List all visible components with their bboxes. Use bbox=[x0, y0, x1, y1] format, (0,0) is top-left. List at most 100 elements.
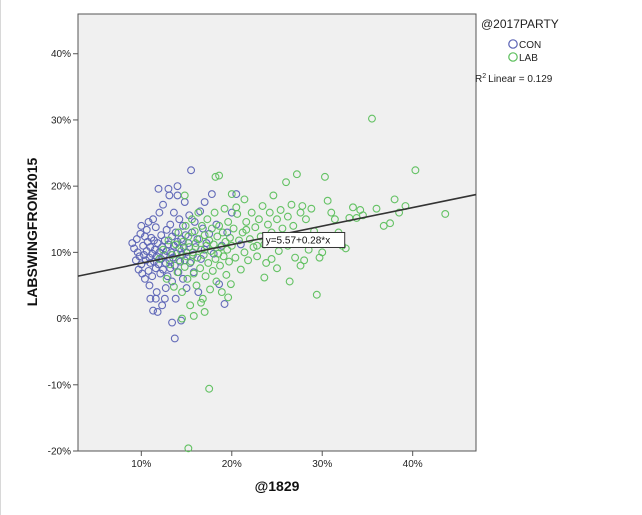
data-point-lab bbox=[178, 237, 187, 246]
data-point-con bbox=[153, 239, 162, 248]
data-point-con bbox=[128, 239, 137, 248]
y-tick-label: -20% bbox=[48, 447, 71, 458]
data-point-con bbox=[227, 208, 236, 217]
data-point-lab bbox=[205, 384, 214, 393]
fit-line-group: y=5.57+0.28*x bbox=[77, 193, 477, 277]
data-point-con bbox=[148, 249, 157, 258]
data-point-con bbox=[173, 182, 182, 191]
x-axis-title: @1829 bbox=[255, 478, 300, 494]
data-point-con bbox=[148, 272, 157, 281]
data-point-lab bbox=[207, 224, 216, 233]
data-point-lab bbox=[178, 288, 186, 297]
x-axis: 10% 20% 30% 40% bbox=[131, 451, 423, 470]
data-point-lab bbox=[201, 272, 210, 281]
legend-label-lab: LAB bbox=[519, 53, 538, 64]
data-point-lab bbox=[208, 266, 217, 275]
data-point-con bbox=[155, 208, 164, 217]
data-point-lab bbox=[285, 277, 294, 286]
data-point-lab bbox=[253, 241, 262, 250]
data-point-lab bbox=[251, 223, 260, 232]
equation-label: y=5.57+0.28*x bbox=[266, 235, 331, 246]
data-point-lab bbox=[240, 195, 249, 204]
data-point-lab bbox=[236, 265, 245, 274]
data-point-lab bbox=[349, 203, 357, 212]
data-point-lab bbox=[276, 206, 285, 214]
data-point-lab bbox=[265, 208, 274, 217]
data-point-con bbox=[147, 233, 156, 242]
data-point-lab bbox=[219, 252, 228, 261]
data-point-lab bbox=[217, 288, 226, 297]
data-point-con bbox=[200, 198, 209, 206]
data-point-con bbox=[170, 334, 179, 343]
data-point-con bbox=[159, 265, 167, 274]
data-point-lab bbox=[227, 190, 236, 199]
data-point-lab bbox=[245, 235, 254, 244]
data-point-con bbox=[178, 221, 187, 230]
data-point-lab bbox=[249, 243, 258, 252]
data-point-lab bbox=[225, 257, 234, 266]
data-point-lab bbox=[298, 202, 307, 210]
data-point-lab bbox=[224, 217, 233, 226]
data-point-lab bbox=[282, 178, 290, 187]
data-point-con bbox=[133, 248, 142, 257]
data-point-con bbox=[202, 239, 211, 248]
data-point-con bbox=[170, 261, 179, 270]
data-point-con bbox=[135, 252, 144, 261]
data-point-con bbox=[197, 255, 205, 263]
data-point-lab bbox=[215, 171, 224, 180]
y-tick-label: 20% bbox=[51, 182, 71, 193]
data-point-lab bbox=[180, 191, 189, 200]
data-point-lab bbox=[169, 282, 178, 291]
data-point-lab bbox=[283, 212, 292, 221]
data-point-lab bbox=[372, 204, 381, 213]
data-point-lab bbox=[291, 253, 300, 262]
data-point-con bbox=[190, 217, 199, 226]
y-axis: 40% 30% 20% 10% 0% -10% -20% bbox=[48, 49, 78, 458]
data-point-lab bbox=[197, 221, 206, 230]
data-point-con bbox=[132, 235, 141, 244]
data-point-lab bbox=[262, 259, 271, 267]
data-point-lab bbox=[226, 233, 234, 242]
data-point-con bbox=[153, 308, 162, 316]
data-point-lab bbox=[178, 314, 186, 323]
data-point-lab bbox=[215, 221, 224, 230]
x-tick-label: 30% bbox=[312, 459, 332, 470]
data-point-lab bbox=[318, 248, 327, 257]
data-point-con bbox=[187, 166, 196, 175]
data-point-lab bbox=[211, 172, 220, 181]
data-point-lab bbox=[330, 215, 339, 224]
data-point-lab bbox=[188, 215, 196, 224]
data-point-lab bbox=[185, 243, 194, 252]
data-point-lab bbox=[182, 252, 191, 261]
data-point-lab bbox=[292, 170, 301, 179]
data-point-lab bbox=[198, 294, 207, 303]
data-point-lab bbox=[441, 210, 450, 218]
data-point-lab bbox=[171, 240, 180, 249]
data-point-con bbox=[182, 284, 191, 293]
data-point-lab bbox=[379, 221, 388, 230]
data-point-lab bbox=[273, 264, 281, 273]
y-tick-label: 40% bbox=[51, 49, 71, 60]
data-point-lab bbox=[287, 200, 296, 209]
data-point-lab bbox=[173, 268, 182, 277]
data-point-con bbox=[151, 294, 160, 303]
data-point-con bbox=[232, 190, 241, 199]
data-point-lab bbox=[368, 114, 376, 123]
data-point-con bbox=[137, 221, 146, 230]
data-point-lab bbox=[204, 259, 213, 267]
y-tick-label: 0% bbox=[57, 314, 72, 325]
data-point-lab bbox=[411, 166, 420, 175]
data-point-lab bbox=[244, 256, 253, 265]
data-point-con bbox=[156, 269, 165, 278]
data-point-lab bbox=[323, 196, 332, 205]
data-point-lab bbox=[205, 236, 214, 245]
data-point-lab bbox=[267, 255, 276, 263]
data-point-lab bbox=[193, 253, 202, 262]
data-point-con bbox=[142, 225, 151, 234]
data-point-con bbox=[146, 294, 155, 303]
y-tick-label: 30% bbox=[51, 115, 71, 126]
data-point-lab bbox=[390, 195, 399, 204]
legend-label-con: CON bbox=[519, 40, 541, 51]
data-point-lab bbox=[162, 274, 171, 283]
